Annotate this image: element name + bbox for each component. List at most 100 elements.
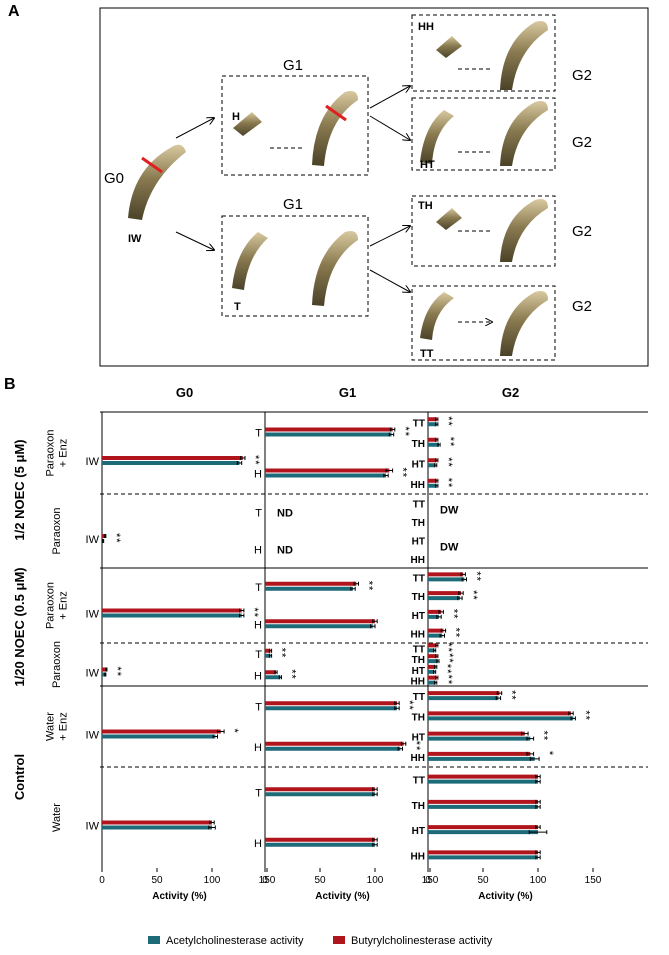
category-label: T [255, 428, 262, 440]
bar [102, 667, 107, 672]
error-bar [372, 792, 378, 797]
category-label: IW [86, 456, 100, 468]
significance: ** [442, 675, 454, 686]
significance: ** [249, 455, 261, 466]
bar [265, 624, 373, 629]
bar [265, 792, 375, 797]
bar [265, 648, 271, 653]
bar [102, 672, 106, 677]
bar [428, 458, 437, 463]
category-label: IW [86, 668, 100, 680]
error-bar [208, 825, 216, 830]
significance: ** [403, 700, 415, 711]
bar [428, 751, 531, 756]
error-bar [372, 842, 378, 847]
category-label: TT [413, 499, 425, 510]
bar [428, 825, 538, 830]
bar [428, 628, 444, 633]
box-label: TT [420, 348, 434, 360]
column-title: G2 [502, 385, 519, 400]
bar [265, 619, 375, 624]
significance: ** [442, 642, 454, 653]
box-label: TH [418, 200, 433, 212]
category-label: TT [413, 692, 425, 703]
bar [265, 842, 375, 847]
error-bar [435, 654, 439, 659]
significance: ** [248, 608, 260, 619]
legend-swatch [148, 936, 160, 944]
h-label: H [232, 111, 240, 123]
error-bar [436, 659, 440, 664]
bar [265, 706, 397, 711]
category-label: HH [411, 677, 425, 688]
g1-label: G1 [283, 196, 303, 213]
bar [428, 711, 571, 716]
x-axis-label: Activity (%) [315, 891, 369, 902]
category-label: HH [411, 480, 425, 491]
category-label: H [254, 670, 262, 682]
bar [265, 741, 404, 746]
category-label: H [254, 545, 262, 557]
error-bar [434, 664, 438, 669]
significance: ** [471, 571, 483, 582]
error-bar [438, 609, 444, 614]
error-bar [372, 787, 378, 792]
bar [428, 648, 435, 653]
bar [428, 643, 437, 648]
significance: ** [111, 667, 123, 678]
category-label: TH [412, 655, 425, 666]
category-label: H [254, 742, 262, 754]
category-label: TT [413, 573, 425, 584]
significance: ** [363, 581, 375, 592]
error-bar [236, 461, 243, 465]
group-label: Control [12, 754, 27, 800]
error-bar [535, 799, 541, 804]
note: ND [277, 545, 293, 557]
bar [428, 633, 443, 638]
legend-label: Butyrylcholinesterase activity [351, 935, 493, 947]
x-tick-label: 150 [585, 875, 602, 886]
error-bar [526, 751, 535, 756]
x-tick-label: 100 [367, 875, 384, 886]
significance: ** [538, 731, 550, 742]
error-bar [104, 672, 107, 677]
bar [265, 468, 390, 473]
box-label: HH [418, 21, 434, 33]
bar [428, 442, 439, 447]
g2-label: G2 [572, 134, 592, 151]
boxes [221, 14, 556, 361]
bar [428, 850, 538, 855]
bar [428, 756, 535, 761]
error-bar [353, 581, 359, 586]
significance: ** [397, 468, 409, 479]
bar [428, 716, 574, 721]
bar [265, 653, 271, 658]
bar [428, 591, 461, 596]
category-label: IW [86, 534, 100, 546]
legend-label: Acetylcholinesterase activity [166, 935, 304, 947]
category-label: HH [411, 630, 425, 641]
row-label: Paraoxon [51, 641, 63, 688]
bar [428, 483, 437, 488]
error-bar [436, 614, 442, 619]
bar [265, 701, 397, 706]
error-bar [535, 855, 541, 860]
category-label: T [255, 787, 262, 799]
error-bar [104, 534, 107, 538]
worms [128, 21, 548, 356]
bar [428, 736, 531, 741]
legend-swatch [333, 936, 345, 944]
error-bar [461, 577, 467, 582]
bar [102, 825, 212, 830]
bar [428, 696, 499, 701]
significance: ** [276, 648, 288, 659]
error-bar [495, 696, 502, 701]
bar [265, 473, 386, 478]
bar [428, 572, 464, 577]
category-label: HT [412, 611, 425, 622]
bar [428, 609, 442, 614]
panel-a: A G0 G1 G1 G2 G2 G2 G2 IW H T HH HT TH T… [8, 3, 649, 367]
error-bar [212, 734, 218, 739]
error-bar [535, 804, 541, 809]
category-label: T [255, 701, 262, 713]
